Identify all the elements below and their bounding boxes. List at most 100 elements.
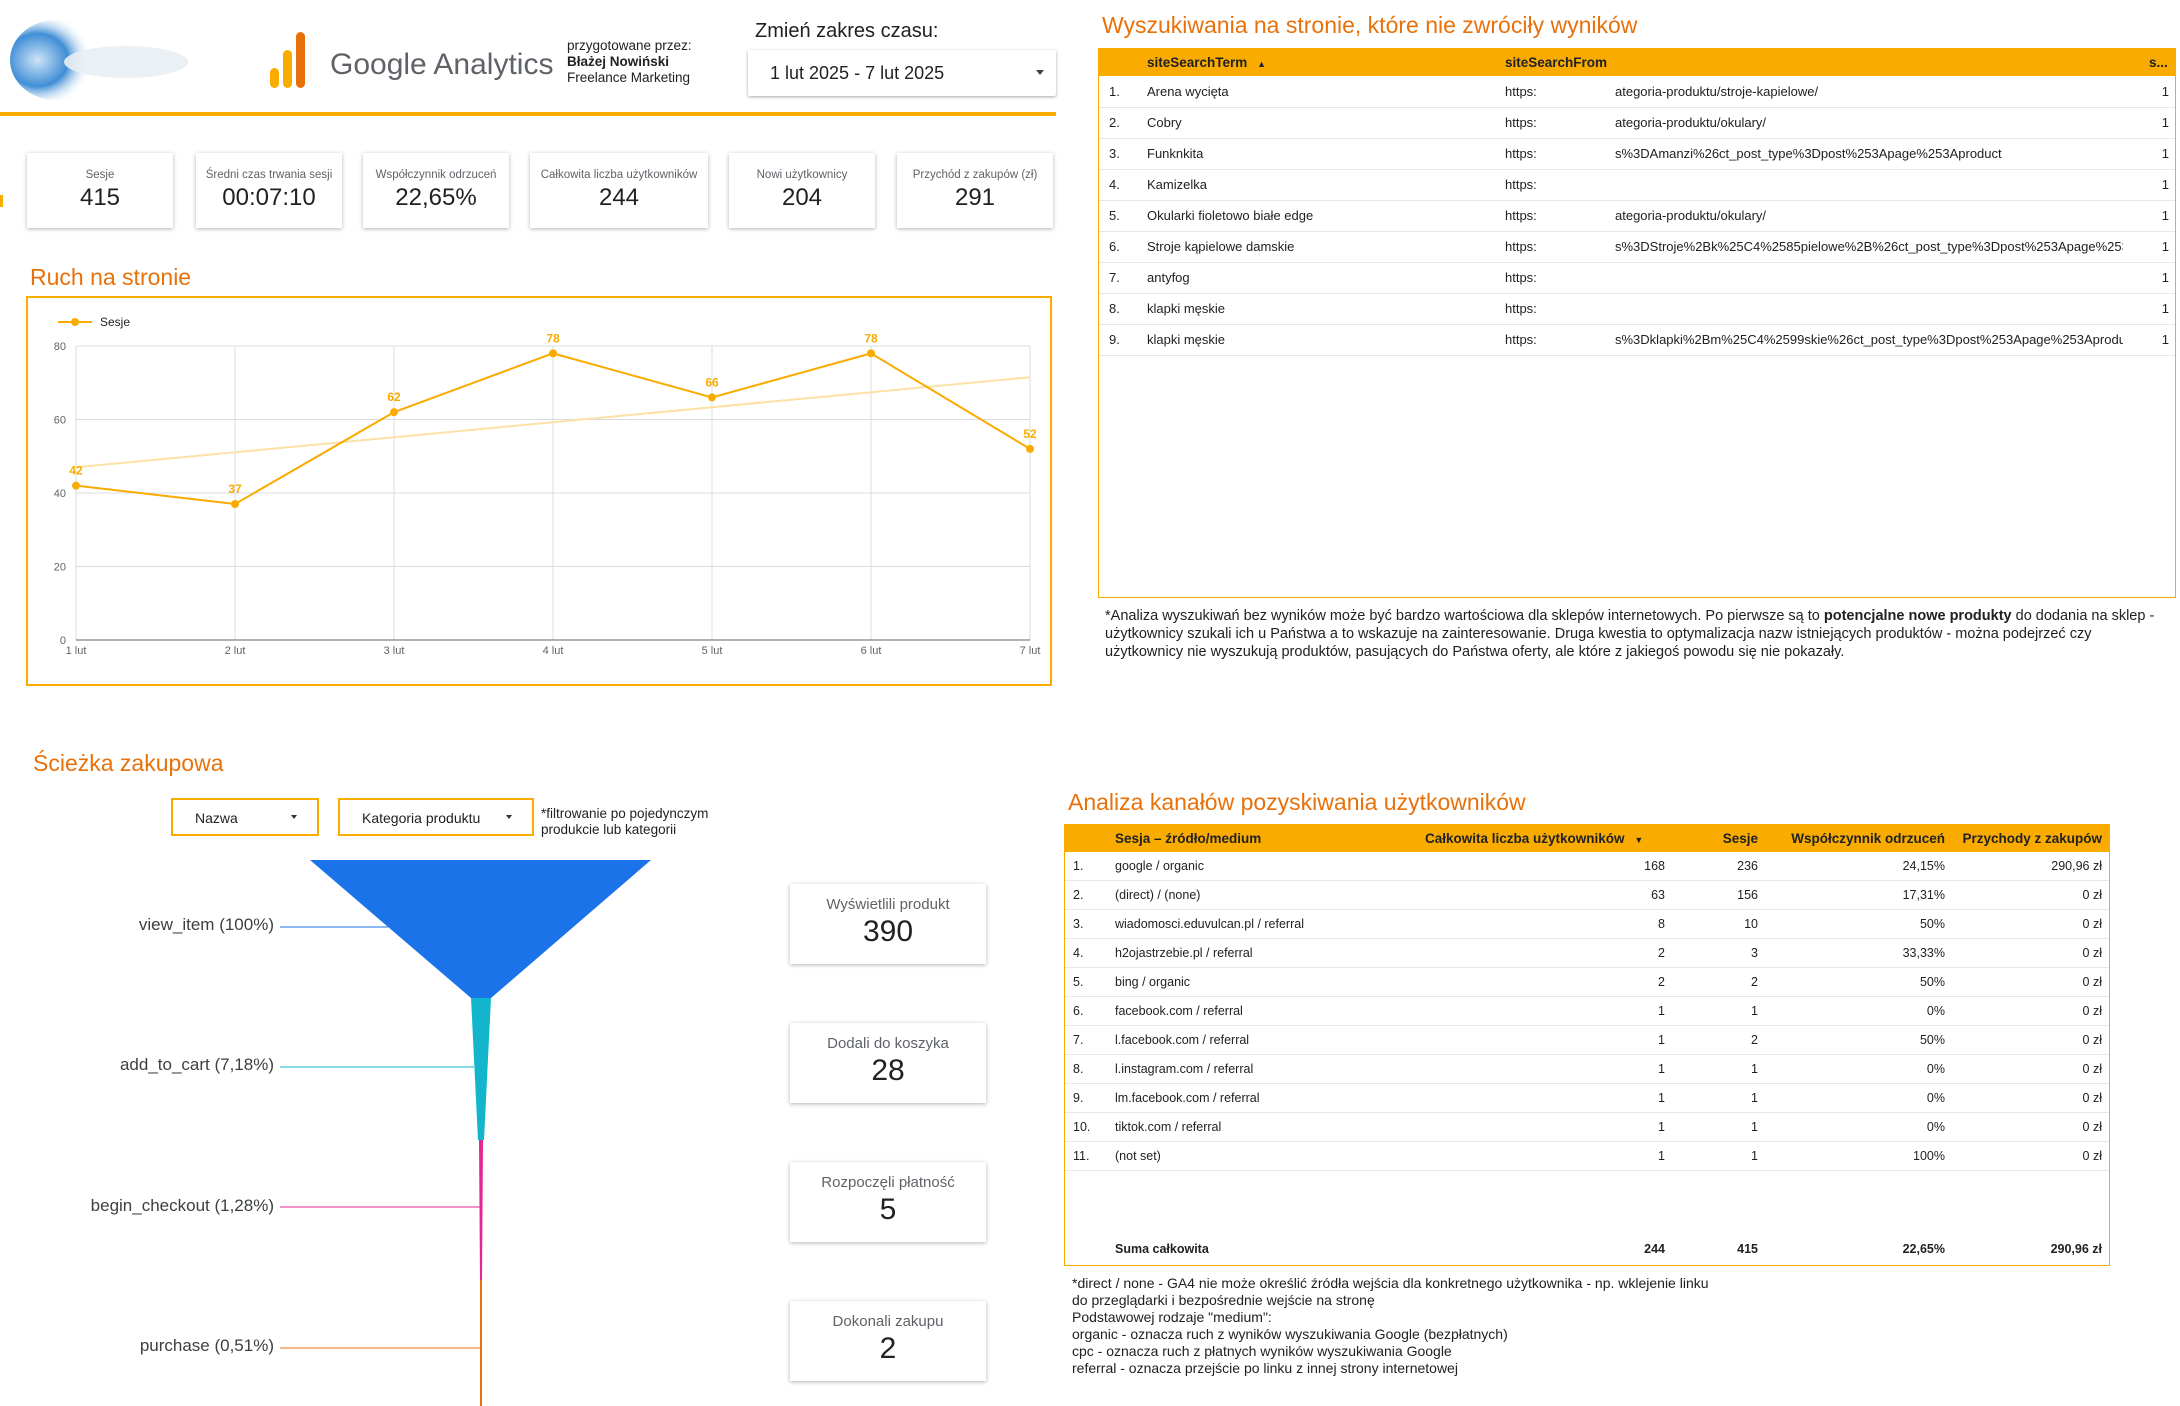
- kpi-value: 22,65%: [395, 184, 477, 211]
- channels-table-header: Sesja – źródło/medium Całkowita liczba u…: [1065, 825, 2109, 852]
- prepared-by: przygotowane przez: Błażej Nowiński Free…: [567, 38, 692, 86]
- data-label: 52: [1023, 427, 1037, 441]
- search-term: Stroje kąpielowe damskie: [1147, 239, 1295, 254]
- bounce-rate: 100%: [1913, 1149, 1945, 1163]
- search-table-row: 9. klapki męskie https: s%3Dklapki%2Bm%25C4…: [1099, 325, 2175, 356]
- total-users: 2: [1658, 975, 1665, 989]
- stage-card-value: 28: [871, 1054, 905, 1087]
- purchase-revenue: 290,96 zł: [2051, 859, 2102, 873]
- data-label: 62: [387, 390, 401, 404]
- col-total-users[interactable]: Całkowita liczba użytkowników ▼: [1425, 825, 1643, 854]
- total-users: 63: [1651, 888, 1665, 902]
- col-source-medium[interactable]: Sesja – źródło/medium: [1115, 831, 1262, 846]
- search-note-bold: potencjalne nowe produkty: [1823, 608, 2012, 624]
- data-label: 78: [864, 331, 878, 345]
- search-from-path: s%3DStroje%2Bk%25C4%2585pielowe%2B%26ct_…: [1615, 239, 2123, 254]
- kpi-label: Średni czas trwania sesji: [205, 169, 333, 181]
- bounce-rate: 0%: [1926, 1062, 1945, 1076]
- data-point: [72, 481, 80, 490]
- filter-note: *filtrowanie po pojedynczym produkcie lu…: [541, 806, 709, 837]
- legend-label-sesje: Sesje: [100, 315, 130, 329]
- search-count: 1: [2161, 115, 2169, 130]
- search-term: Funknkita: [1147, 146, 1204, 161]
- search-section-title: Wyszukiwania na stronie, które nie zwróc…: [1102, 12, 1638, 38]
- kpi-label: Nowi użytkownicy: [756, 169, 848, 181]
- sessions: 1: [1751, 1062, 1758, 1076]
- stage-card-label: Wyświetlili produkt: [826, 896, 950, 913]
- channels-table: [1064, 824, 2110, 1266]
- data-point: [390, 408, 398, 417]
- search-note-text-2: do dodania na sklep - użytkownicy szukal…: [1105, 608, 2155, 660]
- source-medium: l.instagram.com / referral: [1115, 1062, 1254, 1076]
- row-index: 8.: [1073, 1062, 1084, 1076]
- kpi-card-total-users: Całkowita liczba użytkowników 244: [530, 153, 708, 228]
- row-index: 6.: [1109, 239, 1120, 254]
- total-users: 1: [1658, 1033, 1665, 1047]
- col-search-count[interactable]: s...: [2149, 55, 2168, 70]
- source-medium: l.facebook.com / referral: [1115, 1033, 1250, 1047]
- source-medium: google / organic: [1115, 859, 1204, 873]
- funnel-stage-begin-checkout: [479, 1140, 483, 1280]
- search-term: klapki męskie: [1147, 301, 1226, 316]
- kpi-value: 204: [781, 184, 823, 211]
- purchase-revenue: 0 zł: [2082, 917, 2102, 931]
- sessions-line-chart: 0 20 40 60 80 1 lut 2 lut 3 lut 4 lut 5 lut 6 lut 7…: [54, 315, 1041, 657]
- total-users: 1: [1658, 1062, 1665, 1076]
- redacted-domain: [1539, 80, 1609, 104]
- total-users: 168: [1644, 859, 1665, 873]
- search-table-row: 2. Cobry https: ategoria-produktu/okulary/1: [1099, 108, 2175, 139]
- col-bounce-rate[interactable]: Współczynnik odrzuceń: [1791, 831, 1945, 846]
- channels-note-line: referral - oznacza przejście po linku z …: [1072, 1360, 1458, 1376]
- redacted-domain: [1539, 297, 1609, 321]
- funnel-stage-purchase: [480, 1280, 482, 1406]
- row-index: 5.: [1109, 208, 1120, 223]
- channels-note-line: organic - oznacza ruch z wyników wyszuki…: [1072, 1326, 1508, 1342]
- sort-ascending-icon: ▲: [1257, 59, 1266, 69]
- kpi-card-new-users: Nowi użytkownicy 204: [729, 153, 875, 228]
- col-sessions[interactable]: Sesje: [1722, 831, 1758, 846]
- bounce-rate: 24,15%: [1902, 859, 1945, 873]
- search-from-prefix: https:: [1505, 301, 1537, 316]
- y-tick-label: 80: [54, 341, 66, 353]
- search-term: Kamizelka: [1147, 177, 1207, 192]
- prepared-by-label: przygotowane przez:: [567, 38, 692, 53]
- col-site-search-from[interactable]: siteSearchFrom: [1505, 55, 1608, 70]
- trend-line: [75, 376, 1031, 469]
- redacted-domain: [1539, 142, 1609, 166]
- search-from-prefix: https:: [1505, 146, 1537, 161]
- col-purchase-revenue[interactable]: Przychody z zakupów: [1962, 831, 2102, 846]
- total-users: 1: [1658, 1120, 1665, 1134]
- data-point: [708, 393, 716, 402]
- channels-note-line: do przeglądarki i bezpośrednie wejście n…: [1072, 1292, 1375, 1308]
- search-from-prefix: https:: [1505, 208, 1537, 223]
- header-divider: [0, 112, 1056, 116]
- stage-card-value: 390: [862, 915, 914, 948]
- bounce-rate: 17,31%: [1902, 888, 1945, 902]
- filter-category-label: Kategoria produktu: [362, 810, 481, 826]
- bounce-rate: 50%: [1919, 917, 1945, 931]
- search-count: 1: [2161, 332, 2169, 347]
- search-count: 1: [2161, 301, 2169, 316]
- total-bounce-rate: 22,65%: [1902, 1242, 1945, 1256]
- search-from-prefix: https:: [1505, 115, 1537, 130]
- filter-category-dropdown[interactable]: Kategoria produktu: [338, 798, 534, 836]
- col-site-search-term[interactable]: siteSearchTerm ▲: [1147, 49, 1266, 78]
- date-range-label: Zmień zakres czasu:: [755, 20, 939, 42]
- stage-card-added-to-cart: Dodali do koszyka 28: [790, 1023, 986, 1103]
- channels-note-line: *direct / none - GA4 nie może określić ź…: [1072, 1275, 1709, 1291]
- data-label: 42: [69, 464, 83, 478]
- bounce-rate: 33,33%: [1902, 946, 1945, 960]
- row-index: 4.: [1073, 946, 1084, 960]
- source-medium: facebook.com / referral: [1115, 1004, 1243, 1018]
- funnel-label-begin-checkout: begin_checkout (1,28%): [90, 1196, 274, 1215]
- filter-name-dropdown[interactable]: Nazwa: [171, 798, 319, 836]
- sessions: 2: [1751, 975, 1758, 989]
- purchase-revenue: 0 zł: [2082, 1062, 2102, 1076]
- google-analytics-logo-icon: [270, 32, 305, 88]
- search-table-row: 7. antyfog https: 1: [1099, 263, 2175, 294]
- y-tick-label: 20: [54, 562, 66, 574]
- date-range-picker[interactable]: 1 lut 2025 - 7 lut 2025: [748, 50, 1056, 96]
- redacted-domain: [1539, 266, 1609, 290]
- channels-notes: *direct / none - GA4 nie może określić ź…: [1072, 1275, 2072, 1377]
- funnel-section-title: Ścieżka zakupowa: [33, 750, 224, 776]
